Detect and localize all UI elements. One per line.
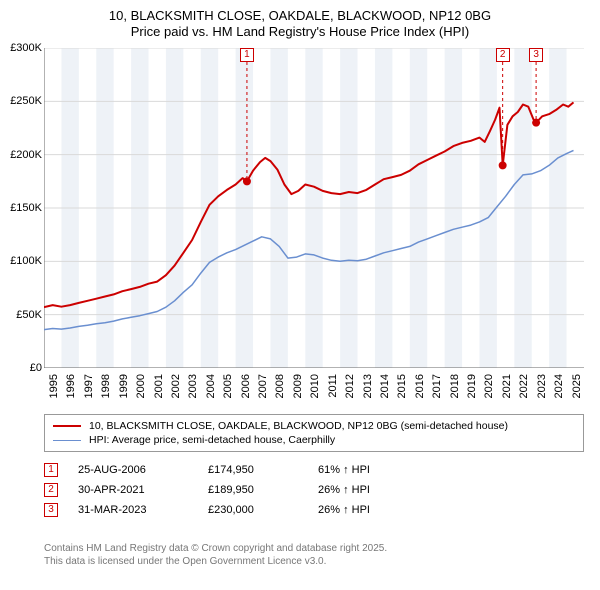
sale-row: 1 25-AUG-2006 £174,950 61% ↑ HPI	[44, 460, 584, 480]
sale-marker: 2	[496, 48, 510, 62]
sale-delta: 26% ↑ HPI	[318, 484, 438, 496]
footnote: Contains HM Land Registry data © Crown c…	[44, 542, 584, 568]
chart-area: £0£50K£100K£150K£200K£250K£300K 19951996…	[44, 48, 584, 368]
y-tick-label: £150K	[0, 202, 42, 214]
footnote-line2: This data is licensed under the Open Gov…	[44, 555, 584, 568]
y-tick-label: £0	[0, 362, 42, 374]
y-tick-label: £200K	[0, 149, 42, 161]
sale-price: £174,950	[208, 464, 298, 476]
legend-row: HPI: Average price, semi-detached house,…	[53, 433, 575, 447]
title-address: 10, BLACKSMITH CLOSE, OAKDALE, BLACKWOOD…	[0, 8, 600, 24]
legend-label: 10, BLACKSMITH CLOSE, OAKDALE, BLACKWOOD…	[89, 420, 508, 432]
legend: 10, BLACKSMITH CLOSE, OAKDALE, BLACKWOOD…	[44, 414, 584, 452]
sale-number-badge: 2	[44, 483, 58, 497]
sale-date: 31-MAR-2023	[78, 504, 188, 516]
sale-delta: 61% ↑ HPI	[318, 464, 438, 476]
title-block: 10, BLACKSMITH CLOSE, OAKDALE, BLACKWOOD…	[0, 0, 600, 41]
sale-price: £230,000	[208, 504, 298, 516]
y-tick-label: £100K	[0, 255, 42, 267]
sale-delta: 26% ↑ HPI	[318, 504, 438, 516]
sale-date: 30-APR-2021	[78, 484, 188, 496]
sale-row: 3 31-MAR-2023 £230,000 26% ↑ HPI	[44, 500, 584, 520]
legend-row: 10, BLACKSMITH CLOSE, OAKDALE, BLACKWOOD…	[53, 419, 575, 433]
legend-swatch	[53, 425, 81, 427]
y-tick-label: £250K	[0, 95, 42, 107]
legend-label: HPI: Average price, semi-detached house,…	[89, 434, 335, 446]
y-tick-label: £300K	[0, 42, 42, 54]
sale-number-badge: 1	[44, 463, 58, 477]
chart-svg	[44, 48, 584, 368]
footnote-line1: Contains HM Land Registry data © Crown c…	[44, 542, 584, 555]
title-subtitle: Price paid vs. HM Land Registry's House …	[0, 24, 600, 40]
sale-table: 1 25-AUG-2006 £174,950 61% ↑ HPI 2 30-APR-202…	[44, 460, 584, 520]
sale-price: £189,950	[208, 484, 298, 496]
sale-marker: 3	[529, 48, 543, 62]
sale-row: 2 30-APR-2021 £189,950 26% ↑ HPI	[44, 480, 584, 500]
sale-date: 25-AUG-2006	[78, 464, 188, 476]
sale-marker: 1	[240, 48, 254, 62]
chart-container: 10, BLACKSMITH CLOSE, OAKDALE, BLACKWOOD…	[0, 0, 600, 590]
legend-swatch	[53, 440, 81, 441]
sale-number-badge: 3	[44, 503, 58, 517]
y-tick-label: £50K	[0, 309, 42, 321]
